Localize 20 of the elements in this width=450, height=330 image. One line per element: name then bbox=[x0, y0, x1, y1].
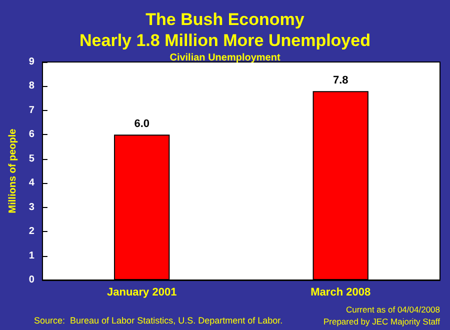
text: Current as of 04/04/2008 bbox=[346, 304, 440, 314]
y-tick-label: 4 bbox=[28, 178, 35, 189]
text: Prepared by JEC Majority Staff bbox=[323, 316, 441, 326]
y-tick-label: 1 bbox=[28, 250, 35, 262]
y-axis-title: Millions of people bbox=[8, 128, 18, 214]
y-tick-label: 5 bbox=[28, 153, 35, 164]
y-tick-label: 0 bbox=[28, 274, 35, 286]
source-note: Source: Bureau of Labor Statistics, U.S. Department of Labor. bbox=[34, 316, 283, 326]
chart-title: The Bush Economy Nearly 1.8 Million More Unemployed bbox=[80, 10, 370, 50]
y-tick-label: 3 bbox=[28, 202, 35, 213]
data-label: 7.8 bbox=[332, 74, 348, 87]
y-tick-label: 6 bbox=[28, 129, 35, 140]
x-tick-label: January 2001 bbox=[106, 286, 177, 298]
y-tick-label: 8 bbox=[28, 80, 35, 92]
y-tick-label: 9 bbox=[28, 56, 35, 68]
data-label: 6.0 bbox=[134, 118, 150, 130]
y-tick-label: 7 bbox=[28, 104, 35, 116]
x-tick-label: March 2008 bbox=[310, 286, 371, 298]
y-tick-label: 2 bbox=[28, 226, 35, 238]
chart-subtitle: Civilian Unemployment bbox=[170, 52, 281, 64]
